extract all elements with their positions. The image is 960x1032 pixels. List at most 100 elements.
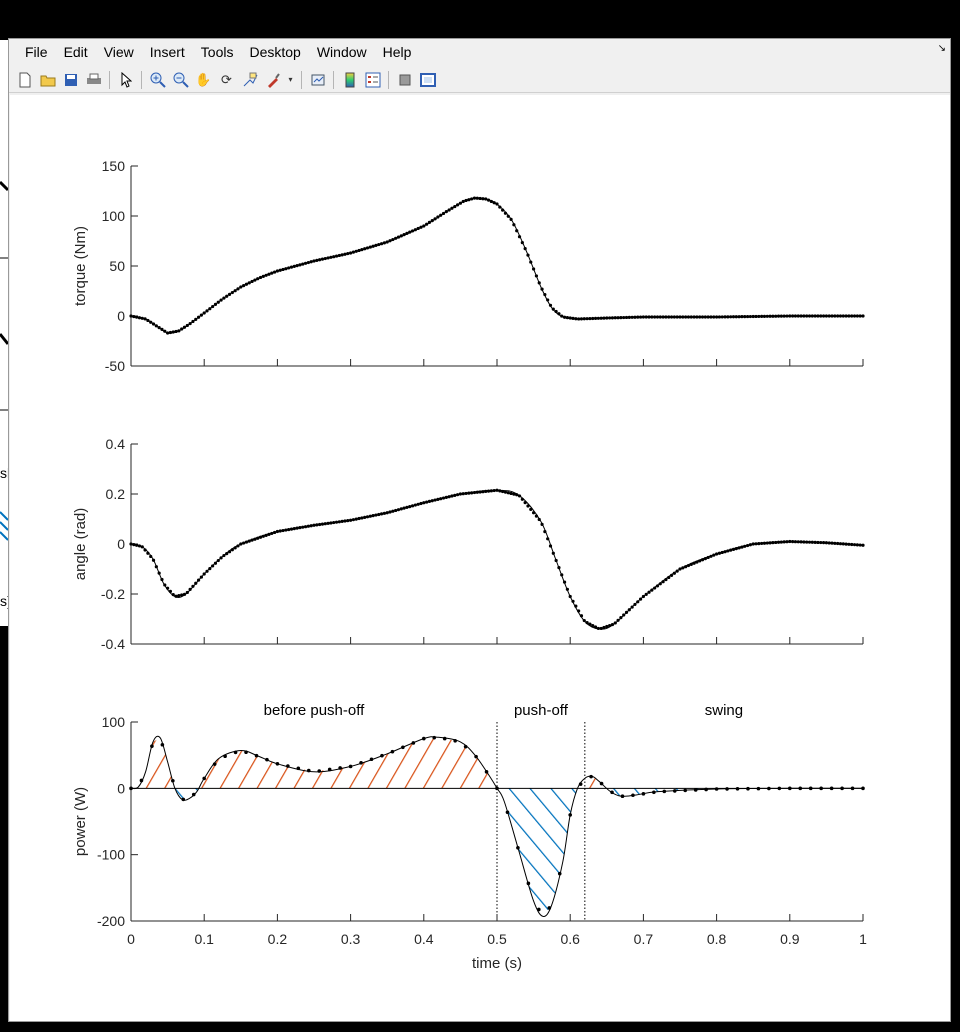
open-file-icon[interactable] [39, 71, 57, 89]
pointer-icon[interactable] [117, 71, 135, 89]
data-point [633, 602, 637, 607]
data-point [261, 534, 265, 538]
data-point [537, 517, 541, 522]
data-point [267, 272, 271, 276]
menu-edit[interactable]: Edit [63, 44, 88, 60]
show-plot-tools-icon[interactable] [419, 71, 437, 89]
data-point [309, 524, 313, 528]
data-point [306, 260, 310, 265]
data-point [309, 260, 313, 264]
legend-icon[interactable] [364, 71, 382, 89]
data-point [767, 786, 771, 791]
brush-dropdown-icon[interactable]: ▾ [288, 74, 293, 84]
data-point [354, 249, 358, 253]
new-figure-icon[interactable] [16, 71, 34, 89]
data-point [630, 315, 634, 319]
data-point [458, 201, 462, 205]
data-point [264, 533, 268, 537]
data-point [669, 315, 674, 319]
x-tick-label: 0.1 [194, 931, 214, 947]
data-point [655, 315, 660, 319]
data-point [242, 284, 246, 288]
colorbar-icon[interactable] [341, 71, 359, 89]
data-point [805, 314, 809, 318]
data-point [233, 289, 237, 293]
data-point [686, 315, 691, 319]
undock-arrow-icon[interactable]: ↘ [937, 43, 946, 54]
hide-plot-tools-icon[interactable] [396, 71, 414, 89]
data-point [861, 543, 865, 547]
data-point [495, 786, 499, 791]
data-cursor-icon[interactable] [241, 71, 259, 89]
data-point [517, 494, 522, 498]
menu-view[interactable]: View [103, 44, 134, 60]
data-point [182, 325, 187, 329]
data-point [213, 561, 218, 565]
data-point [171, 778, 175, 783]
data-point [489, 199, 493, 204]
data-point [622, 613, 626, 617]
menu-window[interactable]: Window [316, 44, 367, 60]
y-tick-label: 100 [102, 208, 126, 224]
menu-insert[interactable]: Insert [149, 44, 185, 60]
data-point [455, 493, 460, 497]
data-point [743, 544, 747, 548]
data-point [292, 527, 296, 531]
zoom-out-icon[interactable] [172, 71, 190, 89]
data-point [532, 267, 536, 271]
data-point [320, 257, 325, 261]
data-point [653, 315, 657, 319]
data-point [478, 490, 482, 494]
data-point [821, 541, 826, 545]
data-point [799, 540, 803, 544]
pan-hand-icon[interactable]: ✋ [195, 72, 212, 87]
menu-bar: File Edit View Insert Tools Desktop Wind… [9, 39, 950, 65]
data-point [492, 488, 496, 493]
data-point [199, 575, 203, 579]
data-point [287, 527, 291, 532]
axes-1[interactable]: -50 0 50 100 150 torque (Nm) [72, 158, 865, 374]
data-point [194, 317, 198, 321]
link-plot-icon[interactable] [309, 71, 327, 89]
data-point [503, 211, 508, 215]
data-point [785, 314, 789, 318]
menu-desktop[interactable]: Desktop [249, 44, 301, 60]
menu-tools[interactable]: Tools [200, 44, 234, 60]
data-point [254, 753, 259, 758]
data-point [819, 540, 823, 545]
save-icon[interactable] [62, 71, 80, 89]
data-point [216, 300, 220, 304]
data-point [427, 220, 432, 225]
print-icon[interactable] [85, 71, 103, 89]
zoom-in-icon[interactable] [149, 71, 167, 89]
axes-3[interactable]: -200 -100 0 100 0 0.1 0.2 0.3 0.4 0.5 0.6 0.7 0.8 0.9… [72, 702, 867, 972]
data-point [444, 495, 448, 499]
data-point [619, 316, 623, 320]
rotate-3d-icon[interactable]: ⟳ [221, 72, 232, 87]
data-point [239, 542, 243, 546]
data-point [731, 547, 736, 551]
data-point [196, 578, 201, 582]
data-point [495, 202, 499, 206]
data-point [289, 265, 294, 269]
data-point [830, 314, 834, 318]
toolbar-separator [301, 70, 302, 89]
data-point [776, 540, 781, 544]
data-point [534, 274, 539, 278]
data-point [318, 522, 322, 527]
data-point [359, 761, 363, 765]
data-point [467, 491, 471, 495]
brush-icon[interactable] [264, 71, 282, 89]
data-point [394, 508, 398, 513]
menu-file[interactable]: File [25, 44, 48, 60]
menu-help[interactable]: Help [382, 44, 412, 60]
data-point [247, 539, 251, 543]
phase-label: swing [705, 702, 743, 719]
data-point [495, 488, 499, 492]
data-point [599, 626, 603, 631]
data-point [212, 762, 217, 766]
axes-2[interactable]: -0.4 -0.2 0 0.2 0.4 angle (rad) [72, 436, 865, 652]
data-point [729, 315, 733, 319]
data-point [478, 196, 482, 201]
